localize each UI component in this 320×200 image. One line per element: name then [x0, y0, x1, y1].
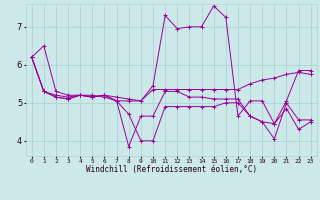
X-axis label: Windchill (Refroidissement éolien,°C): Windchill (Refroidissement éolien,°C)	[86, 165, 257, 174]
